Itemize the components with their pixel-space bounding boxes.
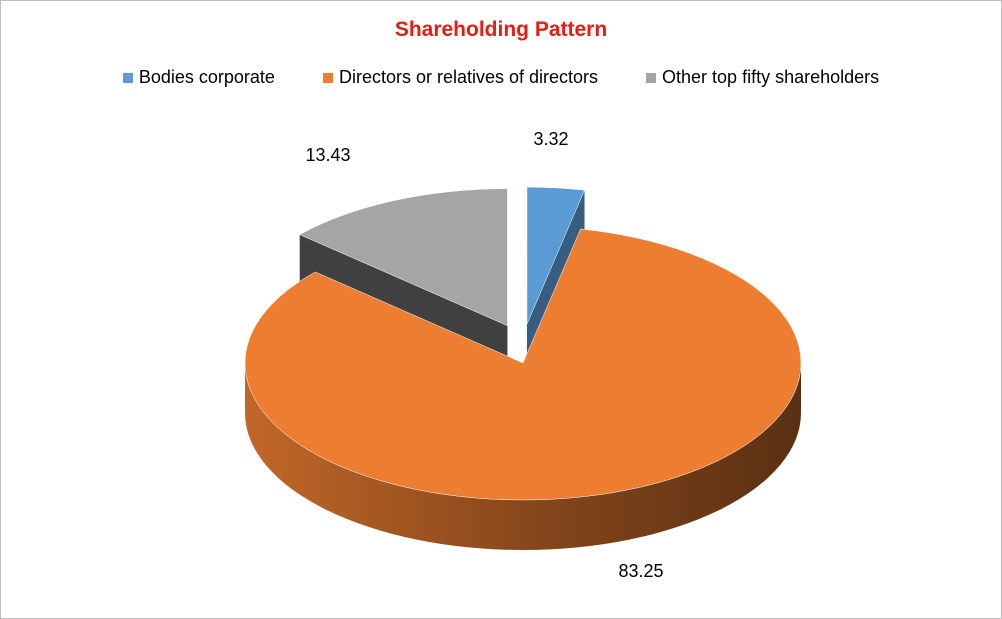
- pie-top-layer: [244, 186, 802, 501]
- pie-slice-top: [244, 228, 802, 501]
- legend-label: Directors or relatives of directors: [338, 67, 599, 87]
- legend-item-directors: Directors or relatives of directors: [322, 67, 599, 88]
- data-label: 83.25: [618, 561, 663, 581]
- legend-swatch: [122, 72, 133, 83]
- legend: Bodies corporate Directors or relatives …: [1, 67, 1001, 88]
- legend-label: Bodies corporate: [138, 67, 275, 87]
- data-label: 3.32: [533, 129, 568, 149]
- legend-swatch: [646, 72, 657, 83]
- pie-slice-top: [299, 188, 508, 327]
- legend-item-other-top-fifty: Other top fifty shareholders: [646, 67, 879, 88]
- pie-slice-side: [245, 363, 801, 550]
- data-label: 13.43: [305, 145, 350, 165]
- legend-label: Other top fifty shareholders: [662, 67, 880, 87]
- chart-title: Shareholding Pattern: [394, 18, 608, 41]
- legend-swatch: [322, 72, 333, 83]
- legend-item-bodies-corporate: Bodies corporate: [122, 67, 275, 88]
- pie-slice-top: [526, 186, 585, 325]
